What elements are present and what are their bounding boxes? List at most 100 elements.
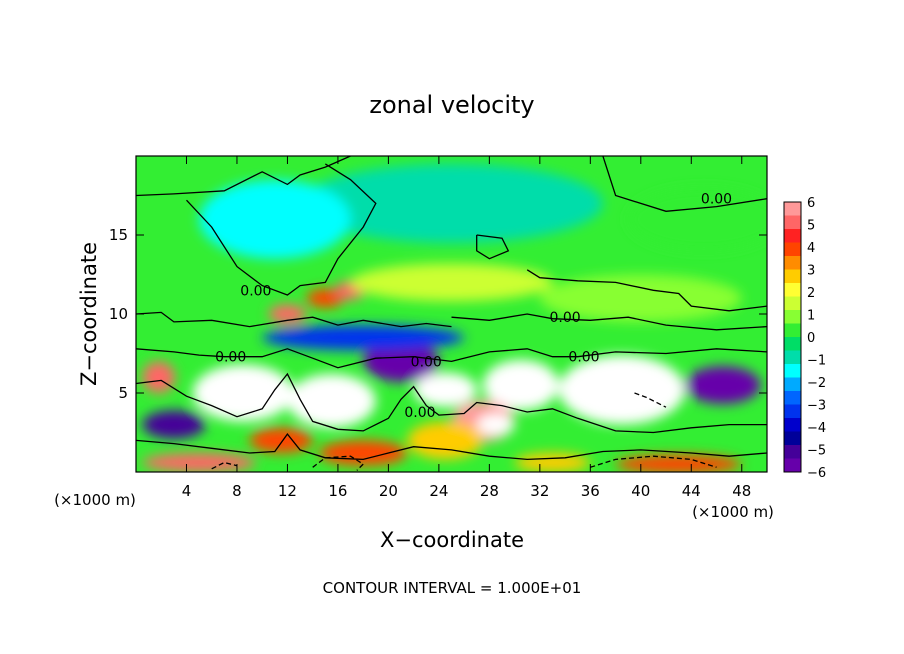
colorbar-swatch [784, 269, 801, 284]
contour-line [634, 392, 667, 408]
colorbar-label: −4 [807, 421, 826, 436]
colorbar-label: −5 [807, 444, 826, 459]
y-axis-ticks: 5 10 15 [109, 226, 767, 402]
colorbar-swatch [784, 296, 801, 311]
contour-label: 0.00 [240, 283, 271, 299]
field-blob [300, 163, 603, 243]
colorbar-label: 2 [807, 286, 815, 301]
plot-area: 0.00 0.00 0.00 0.00 0.00 0.00 0.00 [136, 156, 767, 472]
x-tick-label: 28 [480, 482, 499, 500]
colorbar-swatch [784, 215, 801, 230]
contour-line [136, 311, 452, 328]
field-blob [539, 274, 742, 322]
colorbar-swatch [784, 310, 801, 324]
field-blob [318, 440, 408, 466]
colorbar-swatch [784, 229, 801, 243]
contour-lines [136, 156, 767, 471]
x-axis-ticks: 4 8 12 16 20 24 28 32 36 40 44 48 [182, 156, 751, 500]
y-tick-label: 5 [118, 384, 128, 402]
contour-line [312, 455, 365, 471]
contour-line [136, 348, 767, 369]
contour-line [451, 313, 767, 331]
colorbar-swatch [784, 418, 801, 432]
field-blob [249, 427, 313, 454]
contour-label: 0.00 [215, 350, 246, 366]
field-blob [218, 377, 282, 409]
colorbar-label: 1 [807, 309, 815, 324]
field-blob [476, 413, 515, 436]
field-blob [142, 361, 176, 394]
contour-line [136, 372, 767, 434]
colorbar-swatch [784, 445, 801, 459]
colorbar-label: −6 [807, 466, 826, 481]
x-unit-right: (×1000 m) [692, 503, 774, 521]
x-tick-label: 8 [232, 482, 242, 500]
colorbar-swatch [784, 404, 801, 419]
colorbar-swatch [784, 283, 801, 297]
colorbar-label: −3 [807, 399, 826, 414]
contour-line [186, 163, 377, 296]
contour-line [602, 156, 767, 212]
contour-line [526, 269, 767, 312]
colorbar-label: 0 [807, 331, 815, 346]
field-blob [407, 421, 484, 460]
y-tick-label: 10 [109, 305, 128, 323]
field-blob [514, 453, 591, 472]
colorbar-swatch [784, 377, 801, 392]
x-tick-label: 12 [278, 482, 297, 500]
x-tick-label: 16 [328, 482, 347, 500]
x-tick-label: 48 [732, 482, 751, 500]
field-blob [363, 340, 439, 382]
colorbar-swatch [784, 350, 801, 365]
velocity-field [136, 156, 767, 472]
colorbar-swatch [784, 242, 801, 257]
contour-line [590, 455, 717, 468]
field-blob [495, 369, 547, 401]
x-tick-label: 4 [182, 482, 192, 500]
contour-labels: 0.00 0.00 0.00 0.00 0.00 0.00 0.00 [215, 192, 732, 421]
x-tick-label: 32 [530, 482, 549, 500]
field-blob [628, 187, 767, 251]
colorbar-label: −2 [807, 376, 826, 391]
colorbar-swatch [784, 391, 801, 405]
x-unit-left: (×1000 m) [54, 491, 136, 509]
contour-line [211, 461, 238, 470]
x-axis-label: X−coordinate [380, 528, 524, 552]
field-blob [306, 385, 357, 417]
chart-title: zonal velocity [369, 91, 534, 119]
colorbar-swatch [784, 337, 801, 351]
y-axis-label: Z−coordinate [77, 242, 101, 386]
field-blob [306, 288, 345, 308]
y-tick-label: 15 [109, 226, 128, 244]
colorbar-swatch [784, 323, 801, 338]
colorbar-swatch [784, 431, 801, 446]
colorbar-label: 6 [807, 196, 815, 211]
field-blob [142, 410, 206, 439]
field-blob [199, 179, 351, 259]
colorbar-swatch [784, 364, 801, 378]
x-tick-label: 44 [682, 482, 701, 500]
x-tick-label: 40 [631, 482, 650, 500]
field-blob [262, 325, 465, 351]
contour-label: 0.00 [411, 354, 442, 370]
contour-label: 0.00 [568, 350, 599, 366]
contour-label: 0.00 [701, 192, 732, 208]
contour-line [136, 156, 351, 197]
field-blob [142, 453, 256, 472]
colorbar-label: −1 [807, 354, 826, 369]
field-blob [615, 454, 742, 472]
colorbar-swatch [784, 202, 801, 216]
colorbar-swatch [784, 256, 801, 270]
colorbar-label: 5 [807, 219, 815, 234]
colorbar-label: 3 [807, 264, 815, 279]
field-blob [350, 263, 553, 302]
contour-line [136, 433, 767, 461]
x-tick-label: 20 [379, 482, 398, 500]
contour-label: 0.00 [549, 310, 580, 326]
colorbar-swatch [784, 458, 801, 473]
contour-interval-footer: CONTOUR INTERVAL = 1.000E+01 [323, 579, 582, 597]
colorbar-frame [783, 201, 802, 473]
colorbar-label: 4 [807, 241, 815, 256]
contour-line [476, 234, 510, 260]
